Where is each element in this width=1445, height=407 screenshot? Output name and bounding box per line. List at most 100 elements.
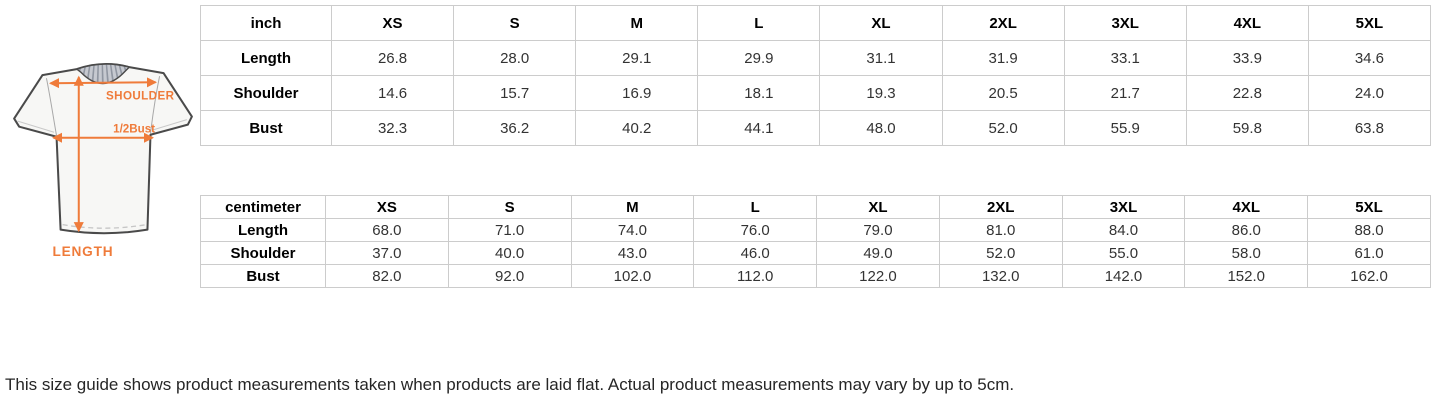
cell-length-3xl: 33.1 <box>1063 40 1187 76</box>
cell-bust-4xl: 59.8 <box>1185 110 1309 146</box>
cell-bust-5xl: 162.0 <box>1307 264 1431 288</box>
size-header-2xl: 2XL <box>938 195 1063 219</box>
size-header-xl: XL <box>819 5 943 41</box>
cell-shoulder-xl: 49.0 <box>816 241 940 265</box>
tshirt-graphic <box>13 63 193 235</box>
cell-length-s: 28.0 <box>453 40 577 76</box>
unit-header-inch: inch <box>200 5 332 41</box>
row-label-bust: Bust <box>200 264 326 288</box>
cell-bust-xs: 32.3 <box>330 110 455 146</box>
cell-bust-3xl: 55.9 <box>1063 110 1187 146</box>
half-bust-measure-label: 1/2Bust <box>113 123 155 136</box>
shoulder-arrow <box>48 77 158 89</box>
size-header-m: M <box>575 5 699 41</box>
table-row-bust-inch: Bust 32.3 36.2 40.2 44.1 48.0 52.0 55.9 … <box>200 110 1432 146</box>
cell-length-m: 29.1 <box>575 40 699 76</box>
cell-length-xs: 26.8 <box>330 40 455 76</box>
table-row-shoulder-inch: Shoulder 14.6 15.7 16.9 18.1 19.3 20.5 2… <box>200 75 1432 111</box>
cell-shoulder-3xl: 21.7 <box>1063 75 1187 111</box>
row-label-shoulder: Shoulder <box>200 241 326 265</box>
row-label-bust: Bust <box>200 110 332 146</box>
cell-bust-m: 102.0 <box>570 264 695 288</box>
collar-ribbing <box>76 63 130 84</box>
cell-shoulder-3xl: 55.0 <box>1061 241 1186 265</box>
size-header-4xl: 4XL <box>1185 5 1309 41</box>
cell-length-4xl: 33.9 <box>1185 40 1309 76</box>
cell-shoulder-s: 15.7 <box>453 75 577 111</box>
table-row-bust-cm: Bust 82.0 92.0 102.0 112.0 122.0 132.0 1… <box>200 264 1431 288</box>
table-row-length-cm: Length 68.0 71.0 74.0 76.0 79.0 81.0 84.… <box>200 218 1431 242</box>
cell-bust-xs: 82.0 <box>325 264 449 288</box>
right-sleeve-seam <box>149 76 161 134</box>
cell-shoulder-xl: 19.3 <box>819 75 943 111</box>
size-header-4xl: 4XL <box>1184 195 1309 219</box>
cell-bust-m: 40.2 <box>575 110 699 146</box>
size-header-5xl: 5XL <box>1307 5 1432 41</box>
cell-shoulder-2xl: 52.0 <box>938 241 1063 265</box>
cell-bust-2xl: 52.0 <box>941 110 1065 146</box>
cell-bust-2xl: 132.0 <box>938 264 1063 288</box>
left-sleeve-seam <box>45 78 58 136</box>
size-header-3xl: 3XL <box>1061 195 1186 219</box>
cell-shoulder-2xl: 20.5 <box>941 75 1065 111</box>
size-header-xl: XL <box>816 195 940 219</box>
cell-length-5xl: 88.0 <box>1307 218 1431 242</box>
cell-length-xl: 79.0 <box>816 218 940 242</box>
cell-bust-3xl: 142.0 <box>1061 264 1186 288</box>
cell-length-5xl: 34.6 <box>1307 40 1432 76</box>
size-header-l: L <box>697 5 821 41</box>
table-row-length-inch: Length 26.8 28.0 29.1 29.9 31.1 31.9 33.… <box>200 40 1432 76</box>
cell-bust-s: 92.0 <box>447 264 572 288</box>
cell-length-4xl: 86.0 <box>1184 218 1309 242</box>
size-header-m: M <box>570 195 695 219</box>
cell-length-2xl: 81.0 <box>938 218 1063 242</box>
cell-shoulder-xs: 14.6 <box>330 75 455 111</box>
right-cuff-stitch <box>151 119 187 131</box>
cell-length-m: 74.0 <box>570 218 695 242</box>
size-header-2xl: 2XL <box>941 5 1065 41</box>
measurement-annotations: SHOULDER 1/2Bust LENGTH <box>48 75 174 259</box>
size-header-3xl: 3XL <box>1063 5 1187 41</box>
cell-bust-xl: 122.0 <box>816 264 940 288</box>
tshirt-measurement-diagram: SHOULDER 1/2Bust LENGTH <box>13 63 193 259</box>
cell-bust-l: 44.1 <box>697 110 821 146</box>
length-measure-label: LENGTH <box>53 244 114 259</box>
cell-length-3xl: 84.0 <box>1061 218 1186 242</box>
size-guide-note: This size guide shows product measuremen… <box>5 375 1015 394</box>
cell-bust-4xl: 152.0 <box>1184 264 1309 288</box>
size-header-xs: XS <box>325 195 449 219</box>
cell-length-xs: 68.0 <box>325 218 449 242</box>
cell-shoulder-5xl: 24.0 <box>1307 75 1432 111</box>
size-header-xs: XS <box>330 5 455 41</box>
size-table-cm-header-row: centimeter XS S M L XL 2XL 3XL 4XL 5XL <box>200 195 1431 219</box>
table-row-shoulder-cm: Shoulder 37.0 40.0 43.0 46.0 49.0 52.0 5… <box>200 241 1431 265</box>
size-table-inch-header-row: inch XS S M L XL 2XL 3XL 4XL 5XL <box>200 5 1432 41</box>
size-header-l: L <box>693 195 818 219</box>
cell-length-s: 71.0 <box>447 218 572 242</box>
cell-shoulder-m: 16.9 <box>575 75 699 111</box>
size-table-inch: inch XS S M L XL 2XL 3XL 4XL 5XL Length … <box>200 5 1432 146</box>
cell-length-xl: 31.1 <box>819 40 943 76</box>
size-header-s: S <box>447 195 572 219</box>
cell-shoulder-l: 18.1 <box>697 75 821 111</box>
cell-length-l: 76.0 <box>693 218 818 242</box>
left-cuff-stitch <box>17 120 55 133</box>
cell-shoulder-4xl: 22.8 <box>1185 75 1309 111</box>
cell-bust-xl: 48.0 <box>819 110 943 146</box>
cell-length-2xl: 31.9 <box>941 40 1065 76</box>
cell-shoulder-5xl: 61.0 <box>1307 241 1431 265</box>
size-header-s: S <box>453 5 577 41</box>
cell-length-l: 29.9 <box>697 40 821 76</box>
cell-shoulder-m: 43.0 <box>570 241 695 265</box>
row-label-length: Length <box>200 40 332 76</box>
size-table-centimeter: centimeter XS S M L XL 2XL 3XL 4XL 5XL L… <box>200 195 1431 288</box>
cell-shoulder-s: 40.0 <box>447 241 572 265</box>
cell-bust-l: 112.0 <box>693 264 818 288</box>
cell-bust-5xl: 63.8 <box>1307 110 1432 146</box>
cell-shoulder-4xl: 58.0 <box>1184 241 1309 265</box>
row-label-length: Length <box>200 218 326 242</box>
size-header-5xl: 5XL <box>1307 195 1431 219</box>
unit-header-centimeter: centimeter <box>200 195 326 219</box>
cell-bust-s: 36.2 <box>453 110 577 146</box>
cell-shoulder-xs: 37.0 <box>325 241 449 265</box>
